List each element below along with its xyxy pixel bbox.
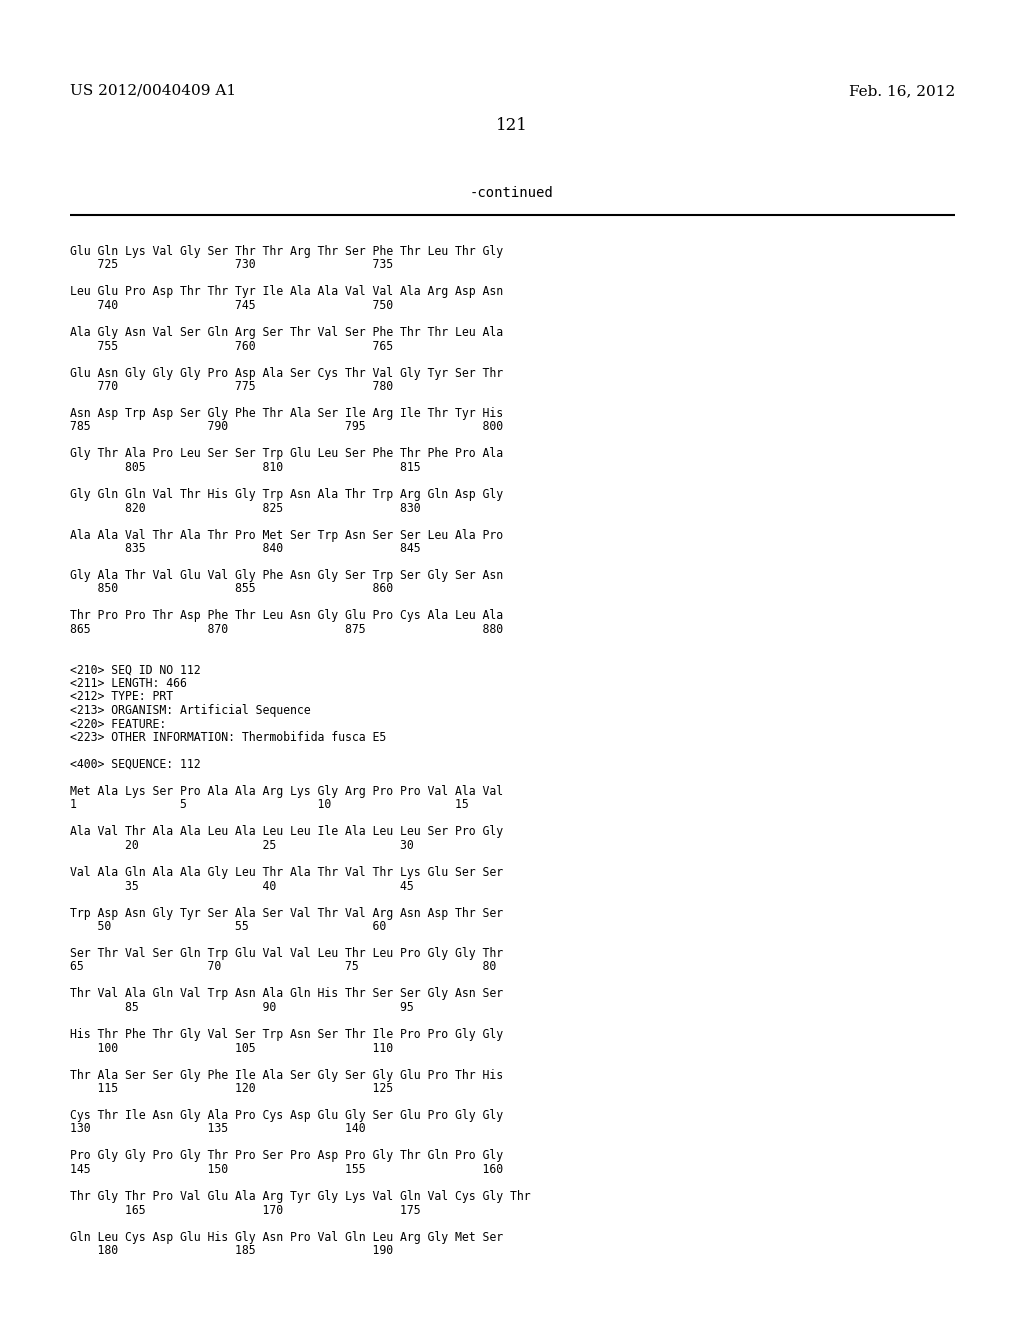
Text: Cys Thr Ile Asn Gly Ala Pro Cys Asp Glu Gly Ser Glu Pro Gly Gly: Cys Thr Ile Asn Gly Ala Pro Cys Asp Glu …	[70, 1109, 503, 1122]
Text: 865                 870                 875                 880: 865 870 875 880	[70, 623, 503, 636]
Text: Gly Thr Ala Pro Leu Ser Ser Trp Glu Leu Ser Phe Thr Phe Pro Ala: Gly Thr Ala Pro Leu Ser Ser Trp Glu Leu …	[70, 447, 503, 461]
Text: 725                 730                 735: 725 730 735	[70, 259, 393, 272]
Text: 115                 120                 125: 115 120 125	[70, 1082, 393, 1096]
Text: 770                 775                 780: 770 775 780	[70, 380, 393, 393]
Text: Pro Gly Gly Pro Gly Thr Pro Ser Pro Asp Pro Gly Thr Gln Pro Gly: Pro Gly Gly Pro Gly Thr Pro Ser Pro Asp …	[70, 1150, 503, 1163]
Text: 820                 825                 830: 820 825 830	[70, 502, 421, 515]
Text: Trp Asp Asn Gly Tyr Ser Ala Ser Val Thr Val Arg Asn Asp Thr Ser: Trp Asp Asn Gly Tyr Ser Ala Ser Val Thr …	[70, 907, 503, 920]
Text: 130                 135                 140: 130 135 140	[70, 1122, 366, 1135]
Text: Gly Ala Thr Val Glu Val Gly Phe Asn Gly Ser Trp Ser Gly Ser Asn: Gly Ala Thr Val Glu Val Gly Phe Asn Gly …	[70, 569, 503, 582]
Text: Gln Leu Cys Asp Glu His Gly Asn Pro Val Gln Leu Arg Gly Met Ser: Gln Leu Cys Asp Glu His Gly Asn Pro Val …	[70, 1230, 503, 1243]
Text: Feb. 16, 2012: Feb. 16, 2012	[849, 84, 955, 98]
Text: 850                 855                 860: 850 855 860	[70, 582, 393, 595]
Text: Thr Gly Thr Pro Val Glu Ala Arg Tyr Gly Lys Val Gln Val Cys Gly Thr: Thr Gly Thr Pro Val Glu Ala Arg Tyr Gly …	[70, 1191, 530, 1203]
Text: <212> TYPE: PRT: <212> TYPE: PRT	[70, 690, 173, 704]
Text: 785                 790                 795                 800: 785 790 795 800	[70, 421, 503, 433]
Text: Glu Asn Gly Gly Gly Pro Asp Ala Ser Cys Thr Val Gly Tyr Ser Thr: Glu Asn Gly Gly Gly Pro Asp Ala Ser Cys …	[70, 367, 503, 380]
Text: 165                 170                 175: 165 170 175	[70, 1204, 421, 1217]
Text: 835                 840                 845: 835 840 845	[70, 543, 421, 554]
Text: Ala Ala Val Thr Ala Thr Pro Met Ser Trp Asn Ser Ser Leu Ala Pro: Ala Ala Val Thr Ala Thr Pro Met Ser Trp …	[70, 528, 503, 541]
Text: 180                 185                 190: 180 185 190	[70, 1243, 393, 1257]
Text: Thr Ala Ser Ser Gly Phe Ile Ala Ser Gly Ser Gly Glu Pro Thr His: Thr Ala Ser Ser Gly Phe Ile Ala Ser Gly …	[70, 1068, 503, 1081]
Text: Thr Val Ala Gln Val Trp Asn Ala Gln His Thr Ser Ser Gly Asn Ser: Thr Val Ala Gln Val Trp Asn Ala Gln His …	[70, 987, 503, 1001]
Text: <210> SEQ ID NO 112: <210> SEQ ID NO 112	[70, 664, 201, 676]
Text: His Thr Phe Thr Gly Val Ser Trp Asn Ser Thr Ile Pro Pro Gly Gly: His Thr Phe Thr Gly Val Ser Trp Asn Ser …	[70, 1028, 503, 1041]
Text: Thr Pro Pro Thr Asp Phe Thr Leu Asn Gly Glu Pro Cys Ala Leu Ala: Thr Pro Pro Thr Asp Phe Thr Leu Asn Gly …	[70, 610, 503, 623]
Text: Asn Asp Trp Asp Ser Gly Phe Thr Ala Ser Ile Arg Ile Thr Tyr His: Asn Asp Trp Asp Ser Gly Phe Thr Ala Ser …	[70, 407, 503, 420]
Text: Ser Thr Val Ser Gln Trp Glu Val Val Leu Thr Leu Pro Gly Gly Thr: Ser Thr Val Ser Gln Trp Glu Val Val Leu …	[70, 946, 503, 960]
Text: 65                  70                  75                  80: 65 70 75 80	[70, 961, 497, 974]
Text: Ala Gly Asn Val Ser Gln Arg Ser Thr Val Ser Phe Thr Thr Leu Ala: Ala Gly Asn Val Ser Gln Arg Ser Thr Val …	[70, 326, 503, 339]
Text: 121: 121	[496, 117, 528, 135]
Text: 755                 760                 765: 755 760 765	[70, 339, 393, 352]
Text: <223> OTHER INFORMATION: Thermobifida fusca E5: <223> OTHER INFORMATION: Thermobifida fu…	[70, 731, 386, 744]
Text: 1               5                   10                  15: 1 5 10 15	[70, 799, 469, 812]
Text: 50                  55                  60: 50 55 60	[70, 920, 386, 933]
Text: 805                 810                 815: 805 810 815	[70, 461, 421, 474]
Text: <400> SEQUENCE: 112: <400> SEQUENCE: 112	[70, 758, 201, 771]
Text: -continued: -continued	[470, 186, 554, 201]
Text: Val Ala Gln Ala Ala Gly Leu Thr Ala Thr Val Thr Lys Glu Ser Ser: Val Ala Gln Ala Ala Gly Leu Thr Ala Thr …	[70, 866, 503, 879]
Text: US 2012/0040409 A1: US 2012/0040409 A1	[70, 84, 237, 98]
Text: 20                  25                  30: 20 25 30	[70, 840, 414, 851]
Text: Glu Gln Lys Val Gly Ser Thr Thr Arg Thr Ser Phe Thr Leu Thr Gly: Glu Gln Lys Val Gly Ser Thr Thr Arg Thr …	[70, 246, 503, 257]
Text: <213> ORGANISM: Artificial Sequence: <213> ORGANISM: Artificial Sequence	[70, 704, 310, 717]
Text: 100                 105                 110: 100 105 110	[70, 1041, 393, 1055]
Text: Ala Val Thr Ala Ala Leu Ala Leu Leu Ile Ala Leu Leu Ser Pro Gly: Ala Val Thr Ala Ala Leu Ala Leu Leu Ile …	[70, 825, 503, 838]
Text: 35                  40                  45: 35 40 45	[70, 879, 414, 892]
Text: 145                 150                 155                 160: 145 150 155 160	[70, 1163, 503, 1176]
Text: 740                 745                 750: 740 745 750	[70, 300, 393, 312]
Text: <220> FEATURE:: <220> FEATURE:	[70, 718, 166, 730]
Text: Met Ala Lys Ser Pro Ala Ala Arg Lys Gly Arg Pro Pro Val Ala Val: Met Ala Lys Ser Pro Ala Ala Arg Lys Gly …	[70, 785, 503, 799]
Text: Leu Glu Pro Asp Thr Thr Tyr Ile Ala Ala Val Val Ala Arg Asp Asn: Leu Glu Pro Asp Thr Thr Tyr Ile Ala Ala …	[70, 285, 503, 298]
Text: Gly Gln Gln Val Thr His Gly Trp Asn Ala Thr Trp Arg Gln Asp Gly: Gly Gln Gln Val Thr His Gly Trp Asn Ala …	[70, 488, 503, 502]
Text: 85                  90                  95: 85 90 95	[70, 1001, 414, 1014]
Text: <211> LENGTH: 466: <211> LENGTH: 466	[70, 677, 186, 690]
